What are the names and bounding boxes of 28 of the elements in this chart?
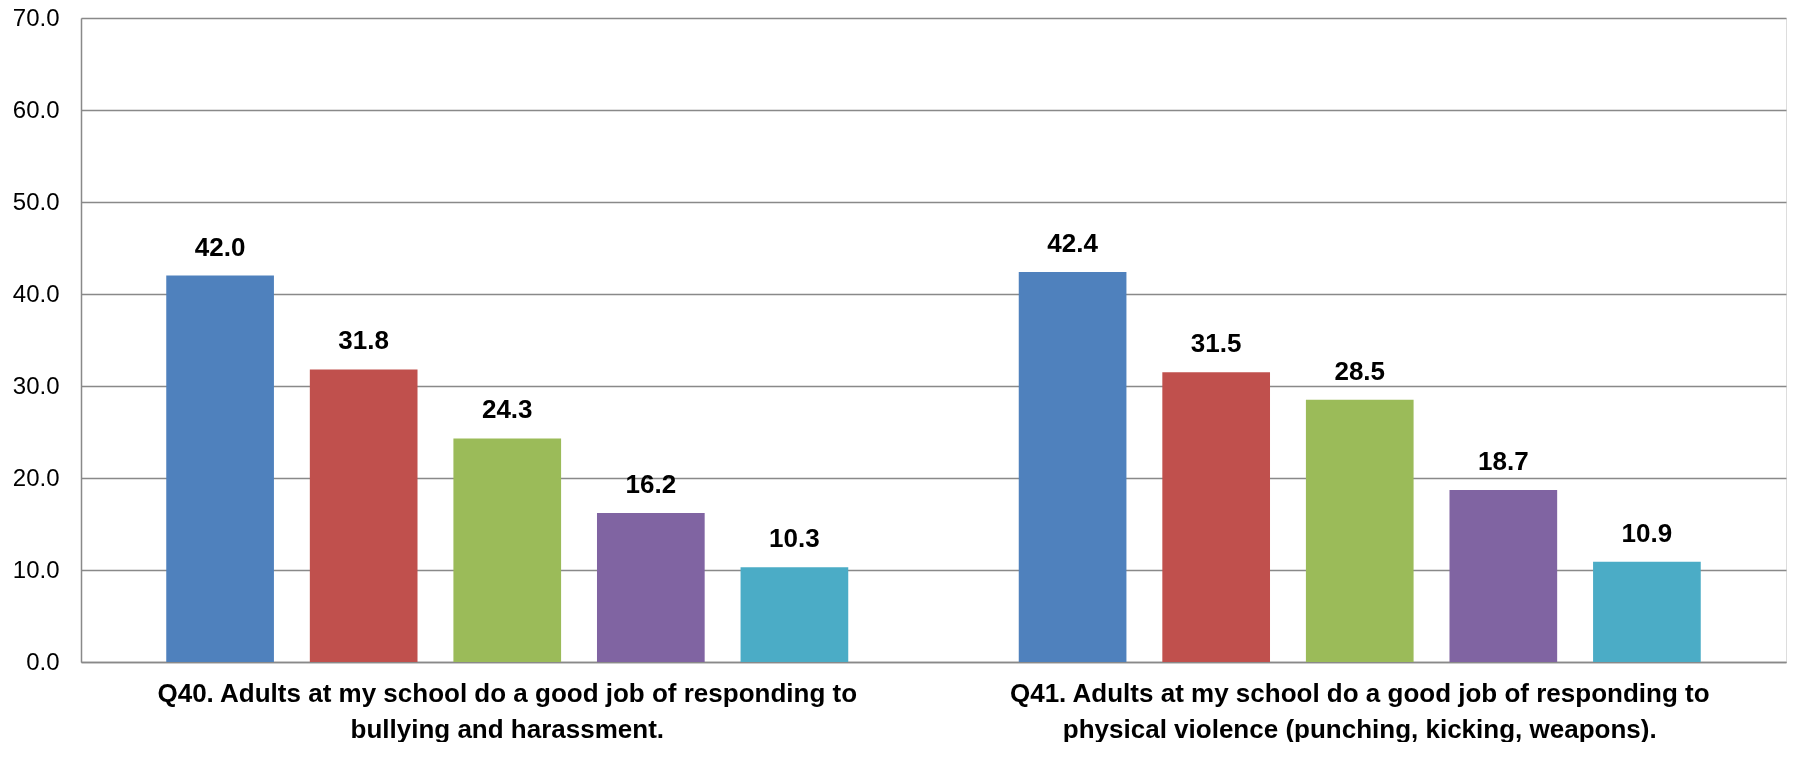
bar <box>596 512 705 662</box>
y-tick-label: 40.0 <box>12 279 60 307</box>
data-label: 42.0 <box>194 231 246 262</box>
bar <box>309 369 418 662</box>
data-label: 16.2 <box>625 468 677 499</box>
bar <box>740 567 849 662</box>
data-label: 42.4 <box>1047 227 1099 258</box>
data-label: 24.3 <box>481 394 533 425</box>
y-tick-label: 60.0 <box>12 95 60 123</box>
y-tick-label: 50.0 <box>12 187 60 215</box>
data-label: 31.8 <box>338 325 389 356</box>
data-label: 28.5 <box>1334 355 1386 386</box>
bar <box>1593 561 1701 662</box>
data-label: 31.5 <box>1190 328 1242 359</box>
y-tick-label: 70.0 <box>12 3 60 31</box>
bar <box>1162 372 1271 662</box>
bar <box>453 438 562 662</box>
y-tick-label: 0.0 <box>26 647 60 675</box>
y-tick-label: 30.0 <box>12 371 60 399</box>
data-label: 10.9 <box>1621 517 1673 548</box>
bar <box>166 275 274 662</box>
bar <box>1449 489 1558 662</box>
bar <box>1018 271 1127 662</box>
data-label: 18.7 <box>1478 445 1529 476</box>
y-tick-label: 20.0 <box>12 463 60 491</box>
y-tick-label: 10.0 <box>12 555 60 583</box>
bar <box>1305 399 1414 662</box>
data-label: 10.3 <box>769 523 820 554</box>
